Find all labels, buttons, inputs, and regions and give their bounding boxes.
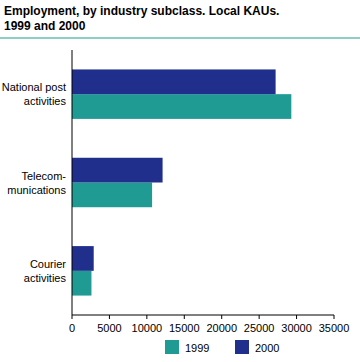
x-tick-label: 15000 [169, 322, 200, 334]
category-label-line: Courier [30, 258, 66, 270]
x-tick-label: 10000 [132, 322, 163, 334]
x-tick-label: 20000 [206, 322, 237, 334]
x-axis [72, 315, 334, 316]
x-tick-label: 0 [69, 322, 75, 334]
category-label-line: munications [7, 184, 66, 196]
legend-label: 1999 [185, 342, 209, 354]
x-tick [296, 315, 297, 319]
title-line: Employment, by industry subclass. Local … [4, 4, 279, 18]
category-label: Courier activities [24, 258, 67, 284]
chart: Employment, by industry subclass. Local … [0, 0, 360, 362]
category-label-line: activities [24, 95, 67, 107]
bar [72, 158, 163, 183]
title-line: 1999 and 2000 [4, 19, 86, 33]
title-rule [0, 38, 360, 39]
x-tick-label: 25000 [244, 322, 275, 334]
x-tick [184, 315, 185, 319]
bar [72, 69, 276, 94]
legend-swatch [235, 340, 249, 354]
bars [72, 69, 291, 295]
bar [72, 94, 291, 119]
x-tick [259, 315, 260, 319]
category-label: National post activities [2, 81, 67, 107]
category-label-line: Telecom- [21, 170, 66, 182]
category-label: Telecom-munications [7, 170, 66, 196]
bar [72, 246, 94, 271]
x-tick [109, 315, 110, 319]
x-tick [146, 315, 147, 319]
bar [72, 183, 152, 208]
bar [72, 271, 91, 296]
y-axis [72, 50, 73, 315]
title: Employment, by industry subclass. Local … [4, 4, 279, 33]
x-tick [221, 315, 222, 319]
x-tick [334, 315, 335, 319]
legend-swatch [165, 340, 179, 354]
x-tick-label: 35000 [319, 322, 350, 334]
category-label-line: activities [24, 272, 67, 284]
x-tick-label: 30000 [281, 322, 312, 334]
x-tick-label: 5000 [97, 322, 121, 334]
x-tick [72, 315, 73, 319]
legend-label: 2000 [255, 342, 279, 354]
category-label-line: National post [2, 81, 66, 93]
